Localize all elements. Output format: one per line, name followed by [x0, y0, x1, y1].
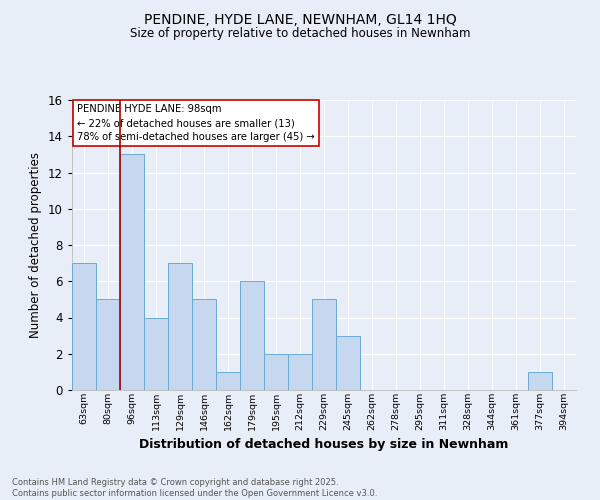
Text: PENDINE, HYDE LANE, NEWNHAM, GL14 1HQ: PENDINE, HYDE LANE, NEWNHAM, GL14 1HQ	[143, 12, 457, 26]
Bar	[144, 318, 168, 390]
Bar	[120, 154, 144, 390]
Bar	[216, 372, 240, 390]
Bar	[528, 372, 552, 390]
Bar	[336, 336, 360, 390]
Bar	[264, 354, 288, 390]
Bar	[240, 281, 264, 390]
Y-axis label: Number of detached properties: Number of detached properties	[29, 152, 43, 338]
Bar	[192, 300, 216, 390]
Text: Contains HM Land Registry data © Crown copyright and database right 2025.
Contai: Contains HM Land Registry data © Crown c…	[12, 478, 377, 498]
Bar	[96, 300, 120, 390]
Bar	[72, 263, 96, 390]
X-axis label: Distribution of detached houses by size in Newnham: Distribution of detached houses by size …	[139, 438, 509, 451]
Bar	[168, 263, 192, 390]
Bar	[288, 354, 312, 390]
Text: Size of property relative to detached houses in Newnham: Size of property relative to detached ho…	[130, 28, 470, 40]
Bar	[312, 300, 336, 390]
Text: PENDINE HYDE LANE: 98sqm
← 22% of detached houses are smaller (13)
78% of semi-d: PENDINE HYDE LANE: 98sqm ← 22% of detach…	[77, 104, 315, 142]
